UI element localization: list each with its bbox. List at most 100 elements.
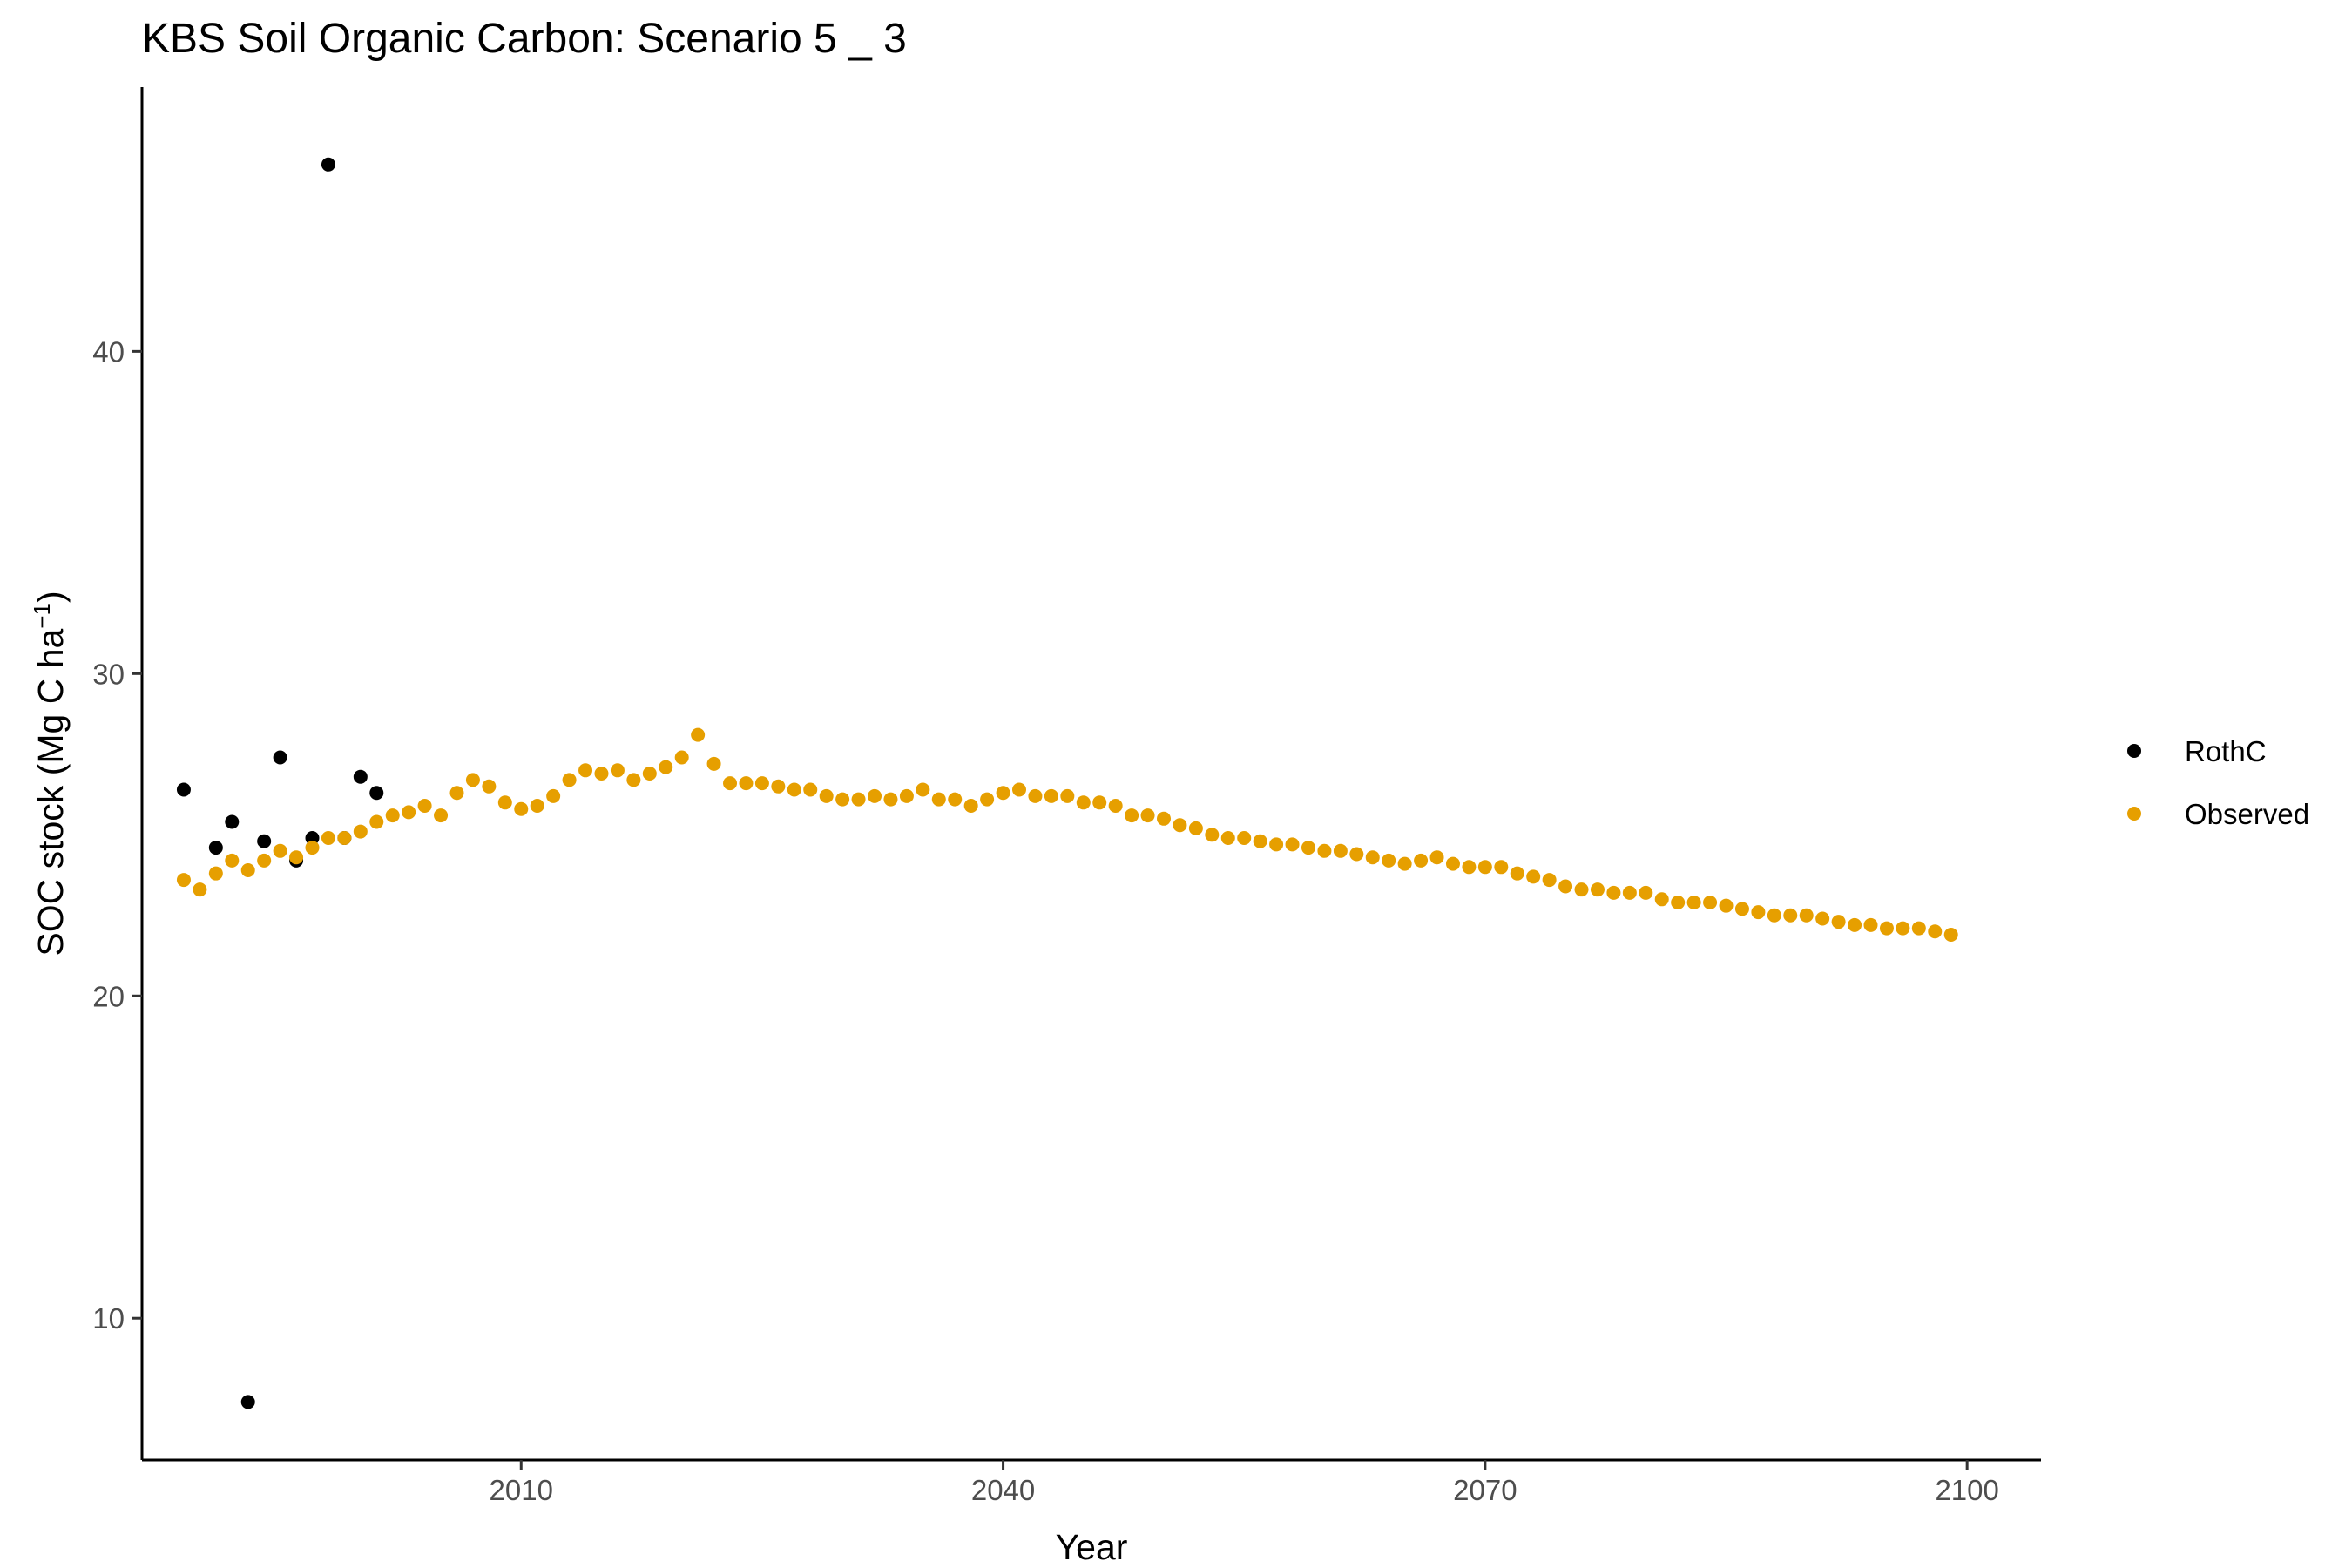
y-axis-title-superscript: −1 bbox=[29, 603, 55, 629]
x-tick-label: 2040 bbox=[971, 1474, 1035, 1506]
plot-area bbox=[176, 157, 1958, 1409]
data-point-observed bbox=[1382, 853, 1396, 868]
x-axis-title: Year bbox=[1056, 1527, 1128, 1567]
data-point-observed bbox=[803, 782, 818, 797]
data-point-observed bbox=[434, 808, 449, 823]
data-point-observed bbox=[1767, 908, 1781, 923]
data-point-observed bbox=[1863, 917, 1878, 932]
x-axis-ticks: 2010 2040 2070 2100 bbox=[490, 1460, 1999, 1506]
data-point-observed bbox=[289, 850, 304, 865]
data-point-observed bbox=[963, 798, 978, 813]
data-point-observed bbox=[980, 792, 995, 807]
data-point-observed bbox=[1397, 856, 1412, 871]
y-tick-label: 20 bbox=[92, 980, 125, 1012]
data-point-observed bbox=[931, 792, 946, 807]
data-point-observed bbox=[1333, 843, 1348, 858]
data-point-observed bbox=[1301, 841, 1315, 855]
data-point-observed bbox=[1317, 843, 1332, 858]
data-point-observed bbox=[948, 792, 963, 807]
data-point-observed bbox=[465, 773, 480, 787]
data-point-observed bbox=[305, 841, 320, 855]
data-point-observed bbox=[1220, 830, 1235, 845]
data-point-observed bbox=[1896, 921, 1910, 936]
data-point-observed bbox=[1734, 902, 1749, 916]
data-point-rothc bbox=[208, 841, 223, 855]
data-point-observed bbox=[1205, 828, 1220, 842]
legend: RothC Observed bbox=[2127, 735, 2309, 830]
data-point-observed bbox=[546, 788, 561, 803]
data-point-observed bbox=[1445, 856, 1460, 871]
data-point-rothc bbox=[225, 814, 240, 829]
data-point-observed bbox=[706, 756, 721, 771]
data-point-observed bbox=[402, 805, 416, 820]
data-point-observed bbox=[1237, 830, 1252, 845]
data-point-observed bbox=[594, 767, 609, 781]
data-point-observed bbox=[674, 750, 689, 765]
data-point-observed bbox=[193, 882, 207, 897]
data-point-observed bbox=[1462, 860, 1477, 875]
data-point-observed bbox=[578, 763, 593, 778]
data-point-observed bbox=[1253, 834, 1267, 848]
data-point-observed bbox=[417, 798, 432, 813]
data-point-observed bbox=[1928, 924, 1943, 939]
data-point-observed bbox=[642, 767, 657, 781]
data-point-observed bbox=[1012, 782, 1027, 797]
data-point-observed bbox=[1703, 895, 1718, 909]
data-point-rothc bbox=[273, 750, 287, 765]
data-point-observed bbox=[1783, 908, 1798, 923]
data-point-observed bbox=[240, 862, 255, 877]
data-point-observed bbox=[659, 760, 673, 774]
data-point-observed bbox=[369, 814, 384, 829]
data-point-observed bbox=[1799, 908, 1814, 923]
data-point-observed bbox=[787, 782, 801, 797]
data-point-observed bbox=[1076, 795, 1091, 810]
data-point-observed bbox=[754, 776, 769, 791]
legend-key-rothc bbox=[2127, 744, 2141, 758]
data-point-observed bbox=[1831, 915, 1846, 929]
data-point-observed bbox=[1510, 866, 1524, 881]
data-point-observed bbox=[1044, 788, 1058, 803]
data-point-observed bbox=[1590, 882, 1605, 897]
data-point-observed bbox=[257, 853, 272, 868]
data-point-observed bbox=[916, 782, 930, 797]
data-point-observed bbox=[1269, 837, 1284, 852]
y-tick-label: 30 bbox=[92, 658, 125, 690]
data-point-observed bbox=[1719, 898, 1734, 913]
y-axis-title: SOC stock (Mg C ha−1) bbox=[29, 591, 71, 956]
x-tick-label: 2010 bbox=[490, 1474, 553, 1506]
data-point-observed bbox=[610, 763, 625, 778]
data-point-observed bbox=[739, 776, 754, 791]
data-point-observed bbox=[1542, 873, 1557, 888]
data-point-observed bbox=[482, 779, 497, 794]
data-point-observed bbox=[449, 786, 464, 801]
data-point-observed bbox=[562, 773, 577, 787]
data-point-observed bbox=[883, 792, 898, 807]
data-point-observed bbox=[1848, 917, 1862, 932]
data-point-observed bbox=[1188, 821, 1203, 835]
data-point-observed bbox=[1686, 895, 1701, 909]
chart-title: KBS Soil Organic Carbon: Scenario 5 _ 3 bbox=[142, 16, 907, 62]
data-point-observed bbox=[723, 776, 738, 791]
y-axis-title-close: ) bbox=[30, 591, 71, 603]
data-point-observed bbox=[996, 786, 1010, 801]
data-point-observed bbox=[1349, 847, 1364, 862]
data-point-observed bbox=[514, 801, 529, 816]
data-point-observed bbox=[337, 830, 352, 845]
legend-label-rothc: RothC bbox=[2185, 735, 2267, 767]
data-point-observed bbox=[1815, 911, 1830, 926]
data-point-observed bbox=[691, 727, 706, 742]
y-axis-title-main: SOC stock (Mg C ha bbox=[30, 629, 71, 956]
data-point-observed bbox=[1173, 818, 1187, 833]
data-point-observed bbox=[835, 792, 850, 807]
data-point-observed bbox=[1108, 798, 1123, 813]
data-point-observed bbox=[1654, 892, 1669, 907]
data-point-observed bbox=[1060, 788, 1075, 803]
data-point-observed bbox=[899, 788, 914, 803]
data-point-observed bbox=[1526, 869, 1541, 884]
data-point-rothc bbox=[240, 1395, 255, 1409]
legend-label-observed: Observed bbox=[2185, 798, 2309, 830]
data-point-observed bbox=[1558, 879, 1573, 894]
data-point-observed bbox=[1429, 850, 1444, 865]
data-point-observed bbox=[626, 773, 641, 787]
